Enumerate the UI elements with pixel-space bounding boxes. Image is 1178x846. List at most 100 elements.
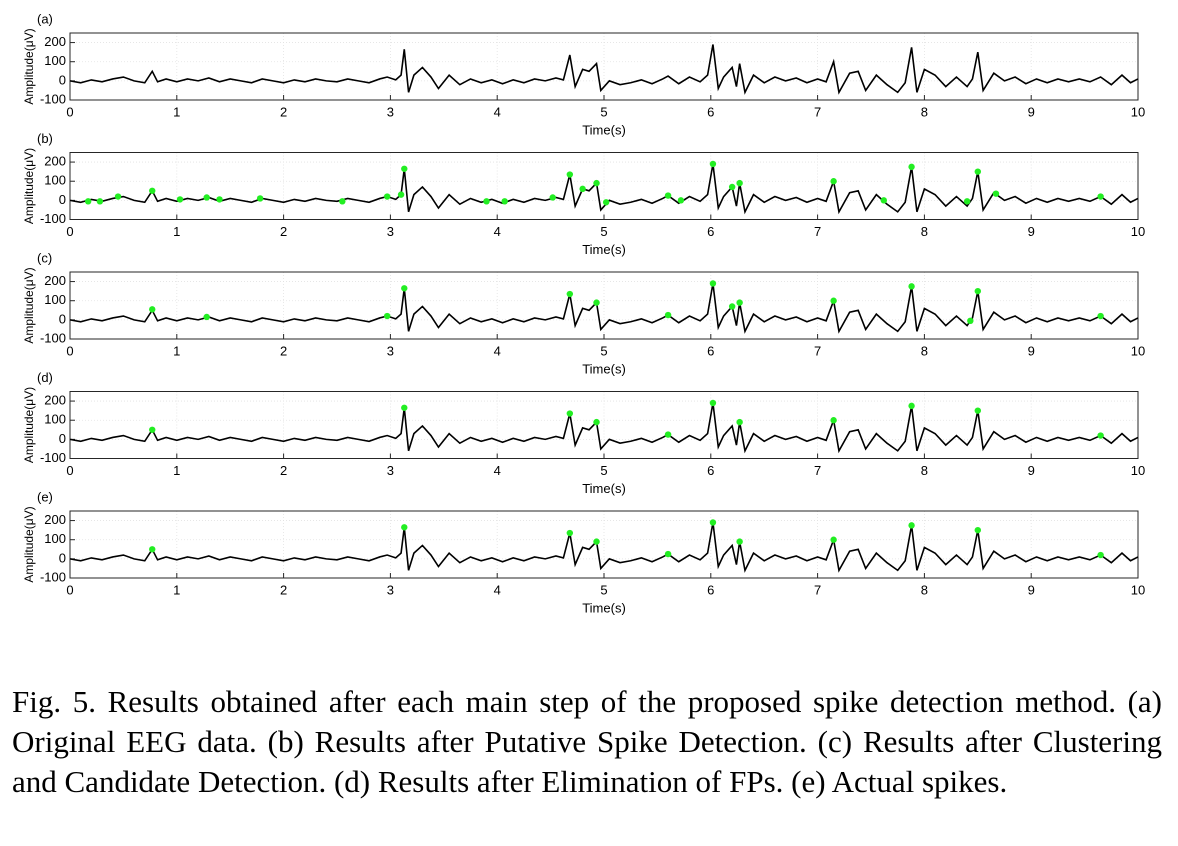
x-tick-label: 9	[1028, 224, 1035, 239]
y-tick-label: 100	[44, 412, 66, 427]
spike-marker	[908, 283, 915, 290]
panel-label: (a)	[37, 11, 53, 26]
spike-marker	[736, 538, 743, 545]
x-tick-label: 4	[494, 104, 501, 119]
x-tick-label: 10	[1131, 582, 1145, 597]
x-tick-label: 5	[600, 463, 607, 478]
x-tick-label: 1	[173, 343, 180, 358]
x-tick-label: 6	[707, 224, 714, 239]
x-tick-label: 0	[66, 104, 73, 119]
y-tick-label: -100	[40, 569, 66, 584]
spike-marker	[830, 178, 837, 185]
x-tick-label: 1	[173, 582, 180, 597]
x-tick-label: 4	[494, 463, 501, 478]
y-tick-label: 0	[59, 550, 66, 565]
spike-marker	[830, 536, 837, 543]
y-axis-label: Amplitude(μV)	[22, 28, 36, 104]
spike-marker	[709, 519, 717, 526]
spike-marker	[974, 168, 981, 175]
x-tick-label: 1	[173, 463, 180, 478]
spike-marker	[830, 297, 837, 304]
spike-marker	[114, 193, 122, 200]
spike-marker	[483, 198, 490, 205]
spike-marker	[830, 417, 837, 424]
x-tick-label: 6	[707, 582, 714, 597]
x-tick-label: 10	[1131, 104, 1145, 119]
x-tick-label: 0	[66, 343, 73, 358]
y-tick-label: 200	[44, 393, 66, 408]
x-tick-label: 2	[280, 104, 287, 119]
x-tick-label: 2	[280, 224, 287, 239]
spike-marker	[397, 191, 405, 198]
spike-marker	[383, 312, 391, 320]
x-tick-label: 7	[814, 463, 821, 478]
spike-marker	[383, 193, 391, 200]
spike-marker	[401, 165, 408, 172]
y-axis-label: Amplitude(μV)	[22, 387, 36, 463]
y-axis-label: Amplitude(μV)	[22, 506, 36, 582]
spike-marker	[149, 546, 156, 553]
eeg-line	[69, 44, 1139, 95]
x-tick-label: 9	[1028, 582, 1035, 597]
spike-marker	[664, 431, 672, 438]
x-tick-label: 5	[600, 224, 607, 239]
spike-marker	[709, 280, 717, 287]
y-tick-label: 200	[44, 273, 66, 288]
spike-marker	[908, 163, 915, 171]
x-tick-label: 2	[280, 582, 287, 597]
x-axis-label: Time(s)	[582, 122, 626, 137]
spike-marker	[908, 522, 915, 529]
spike-marker	[736, 418, 743, 426]
panel-label: (e)	[37, 489, 53, 504]
x-tick-label: 9	[1028, 463, 1035, 478]
panel-label: (b)	[37, 131, 53, 146]
x-tick-label: 5	[600, 582, 607, 597]
axes-box	[69, 391, 1139, 459]
spike-marker	[974, 526, 981, 534]
spike-marker	[664, 192, 672, 199]
x-tick-label: 5	[600, 343, 607, 358]
axes-box	[69, 152, 1139, 220]
x-tick-label: 4	[494, 224, 501, 239]
x-tick-label: 6	[707, 463, 714, 478]
eeg-line	[69, 402, 1139, 454]
y-tick-label: -100	[40, 450, 66, 465]
x-tick-label: 10	[1131, 463, 1145, 478]
panel-label: (d)	[37, 370, 53, 385]
spike-marker	[880, 197, 888, 204]
x-tick-label: 4	[494, 343, 501, 358]
x-tick-label: 7	[814, 104, 821, 119]
spike-marker	[974, 407, 981, 414]
spike-marker	[974, 287, 981, 295]
y-tick-label: 0	[59, 431, 66, 446]
y-tick-label: 100	[44, 53, 66, 68]
x-tick-label: 1	[173, 104, 180, 119]
spike-marker	[566, 171, 574, 178]
eeg-line	[69, 283, 1139, 334]
spike-marker	[1097, 193, 1104, 200]
x-tick-label: 9	[1028, 343, 1035, 358]
spike-marker	[96, 198, 104, 205]
x-tick-label: 0	[66, 582, 73, 597]
x-tick-label: 3	[387, 343, 394, 358]
y-tick-label: 200	[44, 154, 66, 169]
spike-marker	[593, 418, 600, 426]
y-tick-label: 200	[44, 512, 66, 527]
spike-marker	[501, 198, 508, 205]
spike-marker	[728, 183, 736, 191]
spike-marker	[579, 185, 586, 193]
spike-marker	[401, 524, 408, 531]
spike-marker	[593, 538, 600, 545]
x-tick-label: 8	[921, 343, 928, 358]
x-tick-label: 7	[814, 343, 821, 358]
spike-marker	[677, 197, 685, 204]
spike-marker	[339, 198, 346, 205]
spike-marker	[664, 311, 672, 319]
spike-marker	[203, 313, 210, 321]
y-tick-label: 0	[59, 72, 66, 87]
x-tick-label: 4	[494, 582, 501, 597]
x-axis-label: Time(s)	[582, 361, 626, 376]
x-tick-label: 10	[1131, 343, 1145, 358]
